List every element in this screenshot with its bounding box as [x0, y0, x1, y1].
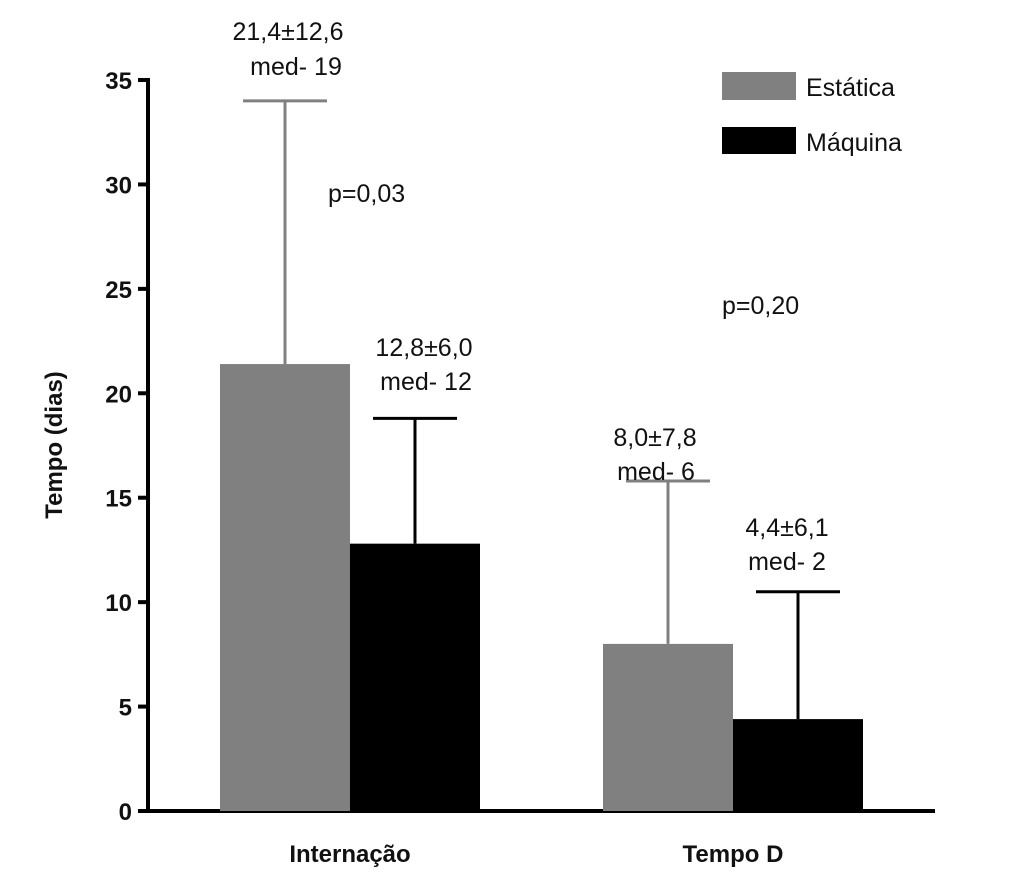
y-tick-label: 25 [105, 277, 132, 304]
median-label-maquina-internacao: med- 12 [380, 368, 472, 396]
y-tick-label: 15 [105, 486, 132, 513]
data-label-maquina-tempo-d: 4,4±6,1 [745, 514, 828, 542]
data-label-maquina-internacao: 12,8±6,0 [375, 334, 472, 362]
legend-swatch-maquina [722, 127, 796, 154]
p-value-tempo-d: p=0,20 [722, 292, 799, 320]
category-label-1: Tempo D [683, 841, 784, 868]
y-tick-label: 20 [105, 381, 132, 408]
median-label-estatica-internacao: med- 19 [250, 53, 342, 81]
bar-estática-0 [220, 364, 350, 811]
median-label-maquina-tempo-d: med- 2 [748, 548, 826, 576]
data-label-estatica-internacao: 21,4±12,6 [232, 18, 343, 46]
p-value-internacao: p=0,03 [328, 180, 405, 208]
legend-label-estatica: Estática [806, 74, 895, 102]
y-tick-label: 35 [105, 68, 132, 95]
legend-label-maquina: Máquina [806, 129, 902, 157]
y-tick-label: 0 [119, 799, 132, 826]
bar-máquina-1 [733, 719, 863, 811]
bar-estática-1 [603, 643, 733, 811]
legend-swatch-estatica [722, 72, 796, 100]
y-axis-label: Tempo (dias) [41, 371, 68, 519]
y-tick-label: 30 [105, 172, 132, 199]
bar-máquina-0 [350, 543, 480, 811]
median-label-estatica-tempo-d: med- 6 [617, 458, 695, 486]
bars [220, 99, 863, 811]
y-tick-label: 10 [105, 590, 132, 617]
category-label-0: Internação [289, 841, 410, 868]
y-tick-label: 5 [119, 695, 132, 722]
data-label-estatica-tempo-d: 8,0±7,8 [613, 424, 696, 452]
legend: Estática Máquina [722, 72, 902, 157]
